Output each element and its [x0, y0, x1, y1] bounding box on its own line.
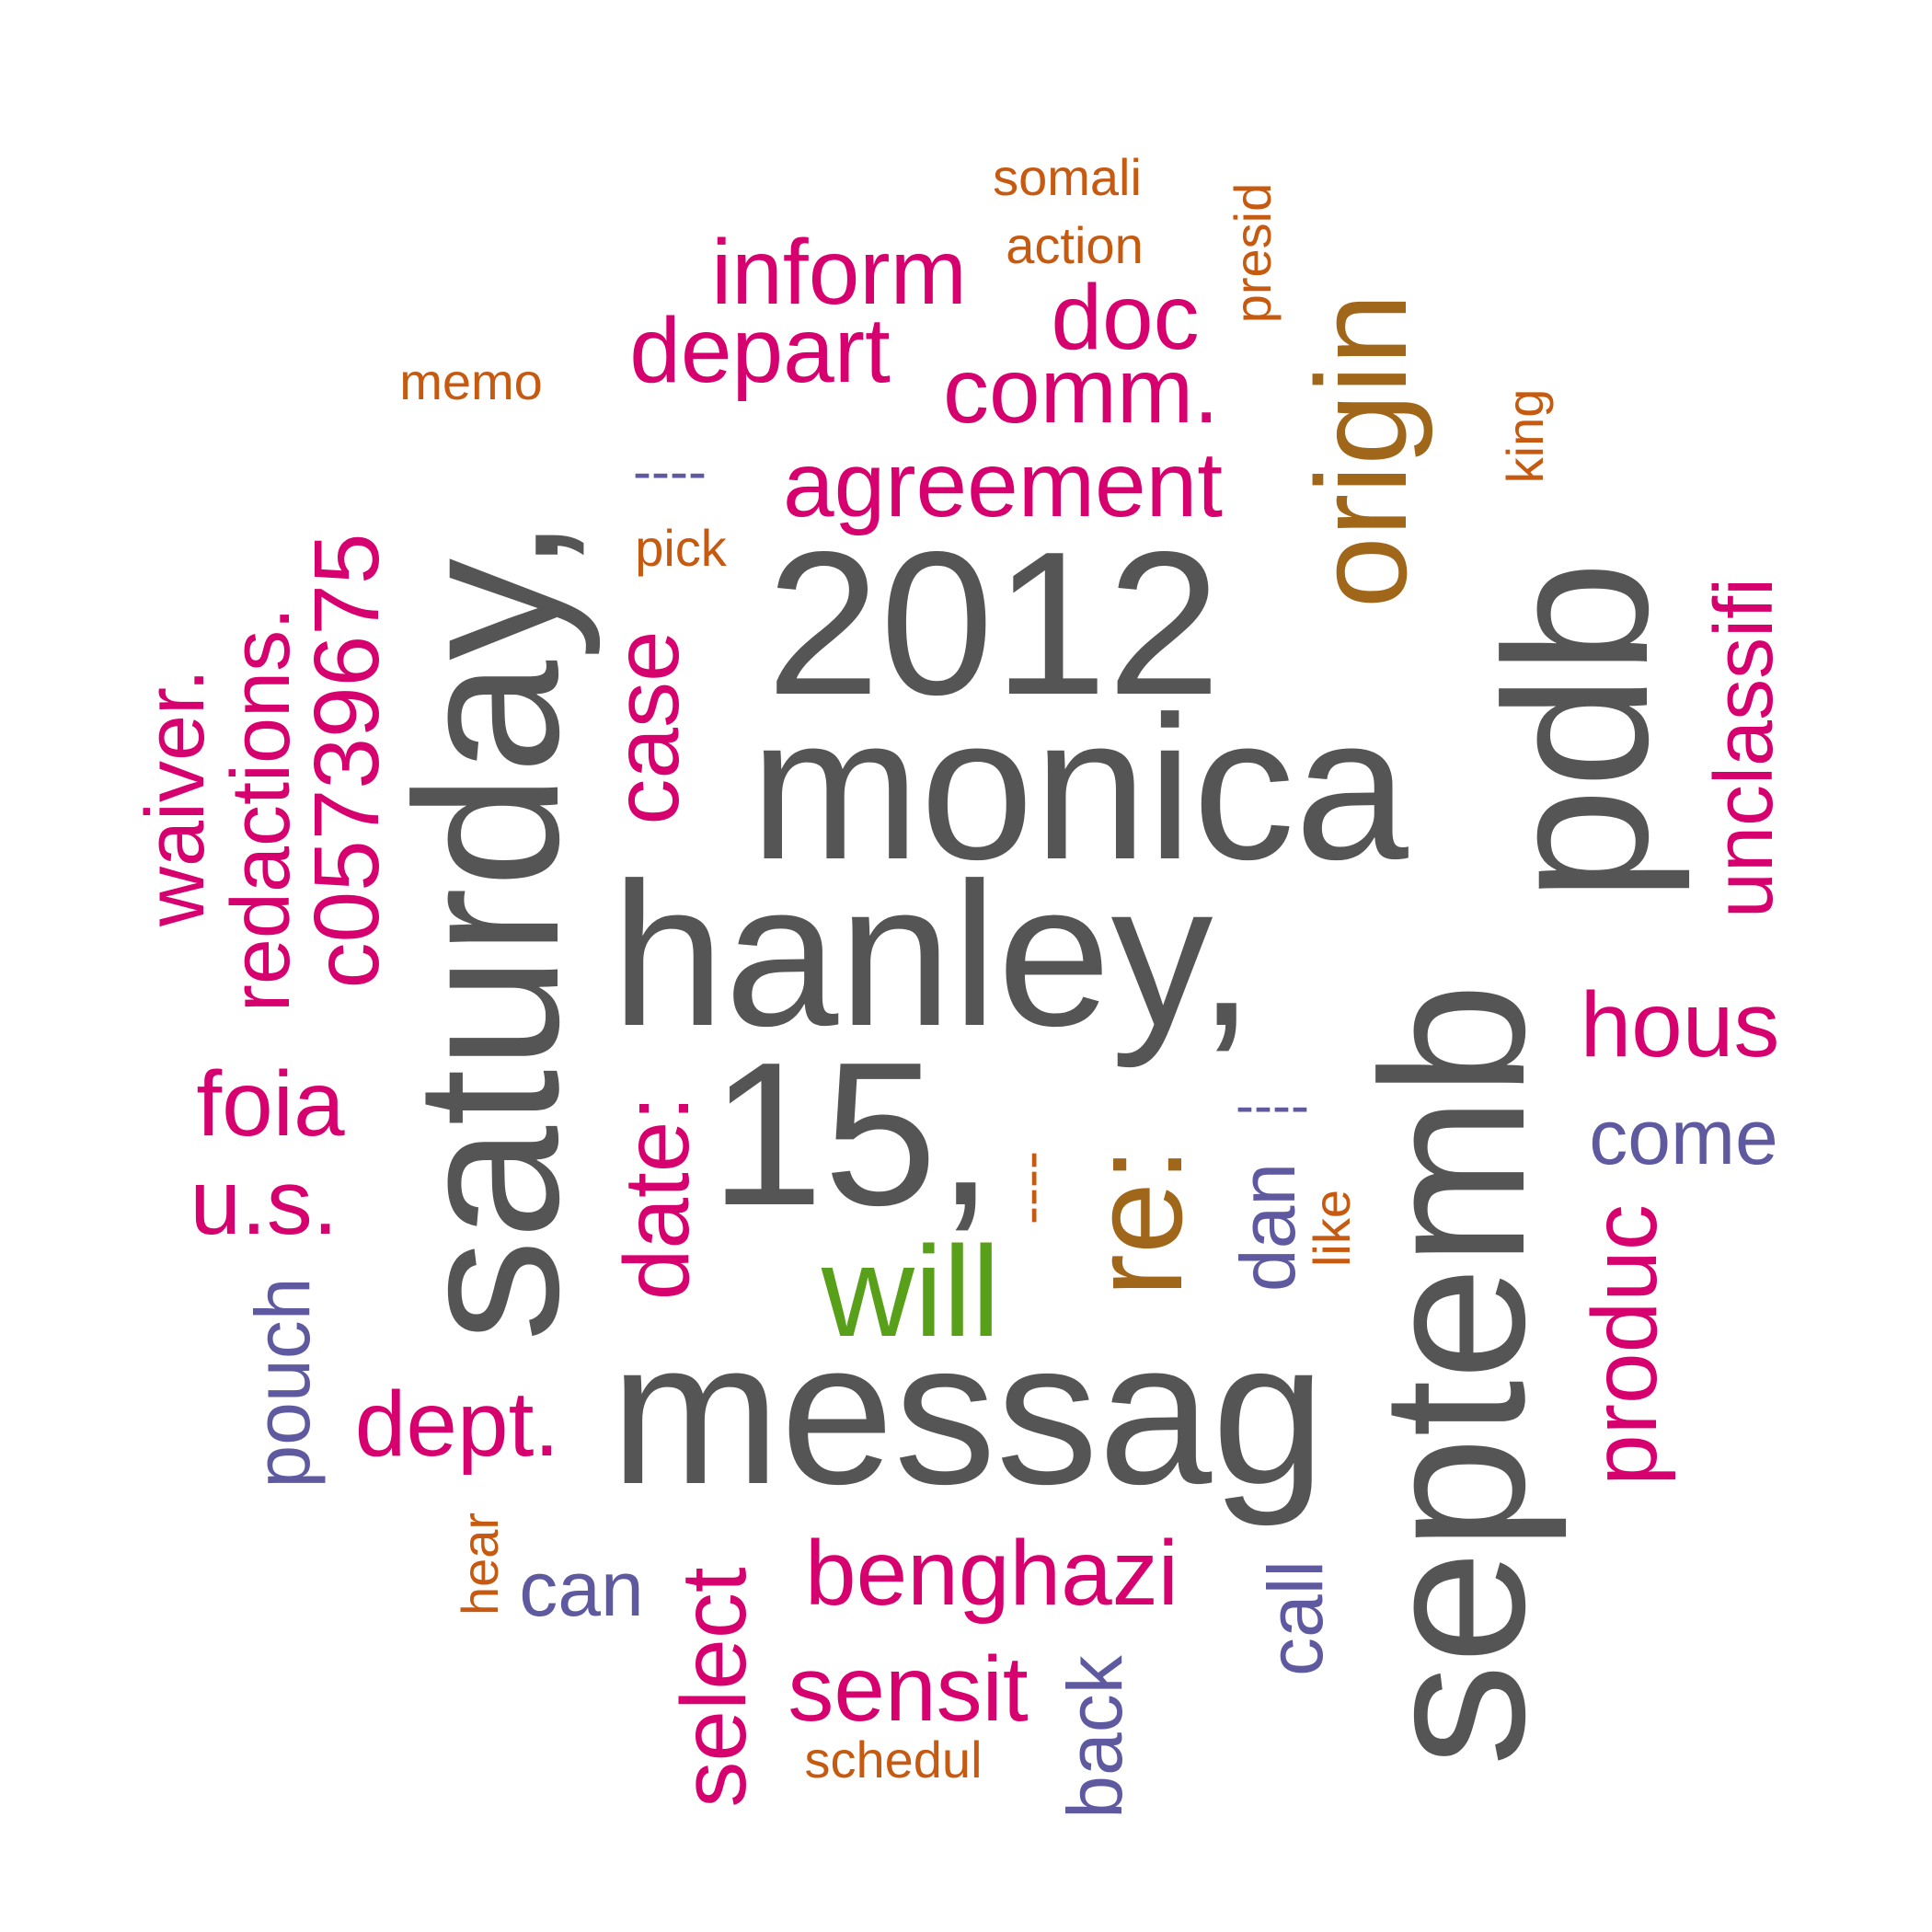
word-king: king	[1496, 388, 1554, 484]
word-septemb: septemb	[1340, 983, 1568, 1766]
word-dan: dan	[1225, 1162, 1311, 1293]
word-dashes-mid: ----	[999, 1151, 1061, 1225]
word-messag: messag	[610, 1299, 1326, 1527]
word-sensit: sensit	[788, 1638, 1029, 1741]
word-15: 15,	[709, 1020, 995, 1248]
word-hear: hear	[451, 1512, 509, 1616]
word-will: will	[821, 1219, 1001, 1363]
word-redactions: redactions.	[215, 606, 307, 1013]
word-can: can	[519, 1546, 644, 1632]
word-dashes-top: ----	[633, 441, 707, 502]
word-dept: dept.	[354, 1373, 560, 1476]
word-come: come	[1589, 1094, 1778, 1180]
word-hous: hous	[1580, 973, 1780, 1076]
word-c05739675: c05739675	[295, 533, 398, 989]
word-date: date:	[605, 1095, 708, 1301]
word-call: call	[1252, 1559, 1339, 1677]
word-benghazi: benghazi	[805, 1522, 1179, 1625]
word-foia: foia	[196, 1052, 345, 1156]
word-pouch: pouch	[239, 1277, 326, 1489]
word-schedul: schedul	[804, 1731, 983, 1788]
word-unclassifi: unclassifi	[1698, 577, 1790, 919]
word-back: back	[1052, 1655, 1138, 1819]
word-like: like	[1303, 1189, 1361, 1268]
word-select: select	[662, 1567, 765, 1808]
word-somali: somali	[993, 148, 1142, 206]
word-dashes-right: ----	[1236, 1075, 1309, 1136]
word-action: action	[1006, 216, 1144, 274]
word-us: u.s.	[190, 1151, 339, 1254]
word-saturday: saturday,	[374, 516, 602, 1342]
word-pdb: pdb	[1463, 560, 1691, 903]
word-depart: depart	[629, 299, 891, 402]
word-2012: 2012	[766, 510, 1221, 738]
word-agreement: agreement	[782, 433, 1224, 536]
word-monica: monica	[750, 674, 1409, 903]
word-doc: doc	[1051, 266, 1200, 369]
word-pick: pick	[635, 519, 727, 577]
word-re: re:	[1064, 1146, 1209, 1297]
word-produc: produc	[1573, 1204, 1676, 1486]
word-origin: origin	[1289, 293, 1433, 609]
word-presid: presid	[1224, 182, 1282, 324]
word-inform: inform	[711, 221, 967, 324]
word-memo: memo	[399, 352, 543, 410]
word-comm: comm.	[943, 339, 1219, 443]
word-waiver: waiver.	[130, 668, 222, 927]
word-hanley: hanley,	[611, 841, 1255, 1069]
word-case: case	[595, 630, 698, 825]
